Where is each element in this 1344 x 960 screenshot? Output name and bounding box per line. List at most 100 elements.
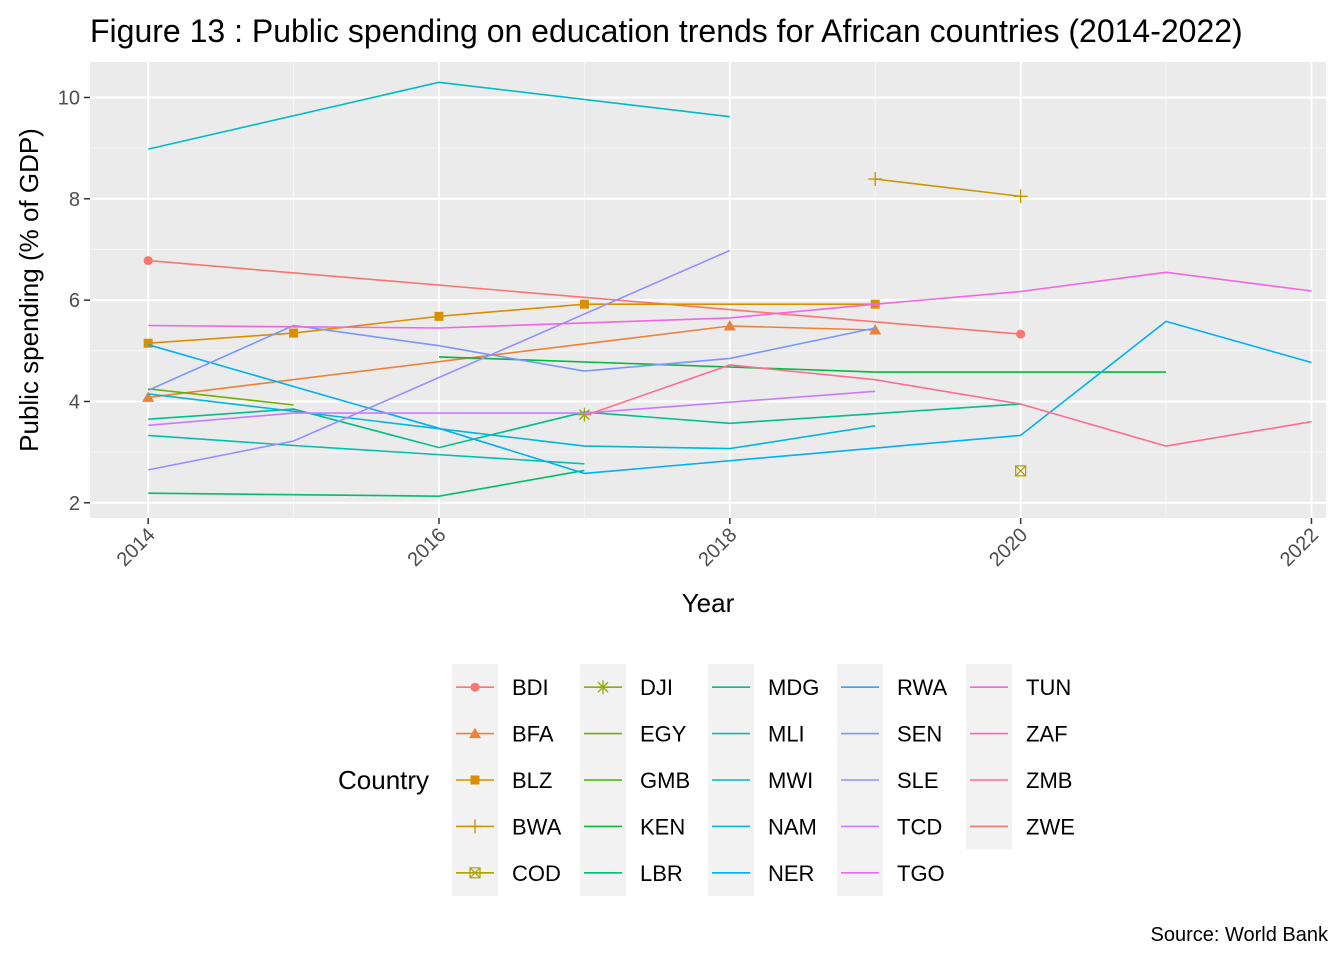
data-point-blz [579,299,589,309]
series-line-zmb [584,364,1312,447]
series-line-mli [148,434,585,465]
legend-label-mwi: MWI [768,768,813,793]
series-bfa [142,319,882,402]
series-tcd [148,390,876,427]
legend-label-tgo: TGO [897,861,945,886]
legend-item-tgo: TGO [837,849,945,896]
legend-item-zmb: ZMB [966,756,1072,804]
series-line-tcd [148,390,876,427]
series-mwi [148,81,730,150]
legend-label-sen: SEN [897,722,942,747]
legend-item-zaf: ZAF [966,710,1068,757]
series-line-nam [148,393,876,450]
series-line-bwa [875,178,1021,198]
legend-key-marker [469,867,481,879]
legend-label-bfa: BFA [512,722,554,747]
data-point-bdi [1016,329,1026,339]
grid-lines [90,62,1326,518]
series-line-sle [148,249,731,471]
legend-key-marker [470,682,480,692]
series-mli [148,434,585,465]
series-line-bdi [148,259,1021,335]
series-lbr [148,469,585,498]
series-ken [438,356,1166,373]
x-tick-label: 2014 [113,524,160,571]
legend-item-ner: NER [708,849,814,896]
data-point-cod [1015,465,1027,477]
plot-panel [90,62,1326,518]
legend-item-tun: TUN [966,664,1071,711]
legend-label-ken: KEN [640,814,685,839]
legend-item-dji: DJI [580,664,673,711]
legend-item-nam: NAM [708,803,817,850]
legend-item-rwa: RWA [837,664,947,711]
legend-item-cod: COD [452,849,561,896]
x-tick-label: 2022 [1276,524,1323,571]
series-tun [148,271,1312,329]
data-point-bwa [1013,189,1028,204]
data-point-blz [289,328,299,338]
chart-title: Figure 13 : Public spending on education… [90,13,1243,49]
x-axis-title: Year [682,588,735,618]
data-point-bfa [142,391,155,402]
legend-item-ken: KEN [580,803,685,850]
legend-label-sle: SLE [897,768,939,793]
series-line-tun [148,271,1312,329]
legend-item-bdi: BDI [452,664,549,711]
legend-label-blz: BLZ [512,768,552,793]
legend-label-zmb: ZMB [1026,768,1072,793]
legend-label-rwa: RWA [897,675,947,700]
legend-item-mli: MLI [708,710,805,757]
legend-item-tcd: TCD [837,803,942,850]
data-point-bwa [868,172,883,187]
legend-label-zaf: ZAF [1026,722,1068,747]
data-point-blz [434,311,444,321]
legend-item-sle: SLE [837,756,939,804]
legend-key-marker [468,819,482,834]
legend-label-cod: COD [512,861,561,886]
legend-label-ner: NER [768,861,814,886]
series-cod [1015,465,1027,477]
data-point-bfa [723,319,736,331]
legend-key-marker [596,680,610,695]
series-mdg [148,403,1021,449]
series-bwa [868,172,1028,204]
series-line-ner [147,320,1312,475]
series-line-mdg [148,403,1021,449]
series-line-lbr [148,469,585,498]
legend-item-mwi: MWI [708,756,813,804]
series-line-sen [147,324,876,392]
legend-title: Country [338,765,429,795]
legend-item-lbr: LBR [580,849,683,896]
legend-item-gmb: GMB [580,756,690,804]
y-tick-label: 6 [69,290,80,312]
series-egy [148,388,294,406]
y-axis-title: Public spending (% of GDP) [14,128,44,452]
legend: BDI BFA BLZ BWA COD DJI EGY GMB KEN LBR MDG MLI MWI N… [452,664,1075,896]
legend-label-egy: EGY [640,722,687,747]
legend-item-bwa: BWA [452,803,562,850]
legend-item-mdg: MDG [708,664,819,711]
x-tick-label: 2018 [694,524,741,571]
legend-item-bfa: BFA [452,710,554,757]
legend-item-blz: BLZ [452,756,552,804]
legend-label-bwa: BWA [512,814,562,839]
legend-label-bdi: BDI [512,675,549,700]
legend-label-mli: MLI [768,722,805,747]
legend-label-tcd: TCD [897,814,942,839]
series-dji [577,407,592,422]
legend-label-mdg: MDG [768,675,819,700]
series-layer [142,81,1312,498]
legend-item-zwe: ZWE [966,803,1075,850]
data-point-bfa [869,324,882,335]
series-zmb [584,364,1312,447]
legend-label-tun: TUN [1026,675,1071,700]
series-line-ken [438,356,1166,373]
y-tick-label: 2 [69,493,80,515]
x-tick-label: 2016 [404,524,451,571]
series-bdi [143,256,1026,339]
data-point-bdi [143,256,153,266]
series-ner [147,320,1312,475]
x-tick-label: 2020 [985,524,1032,571]
